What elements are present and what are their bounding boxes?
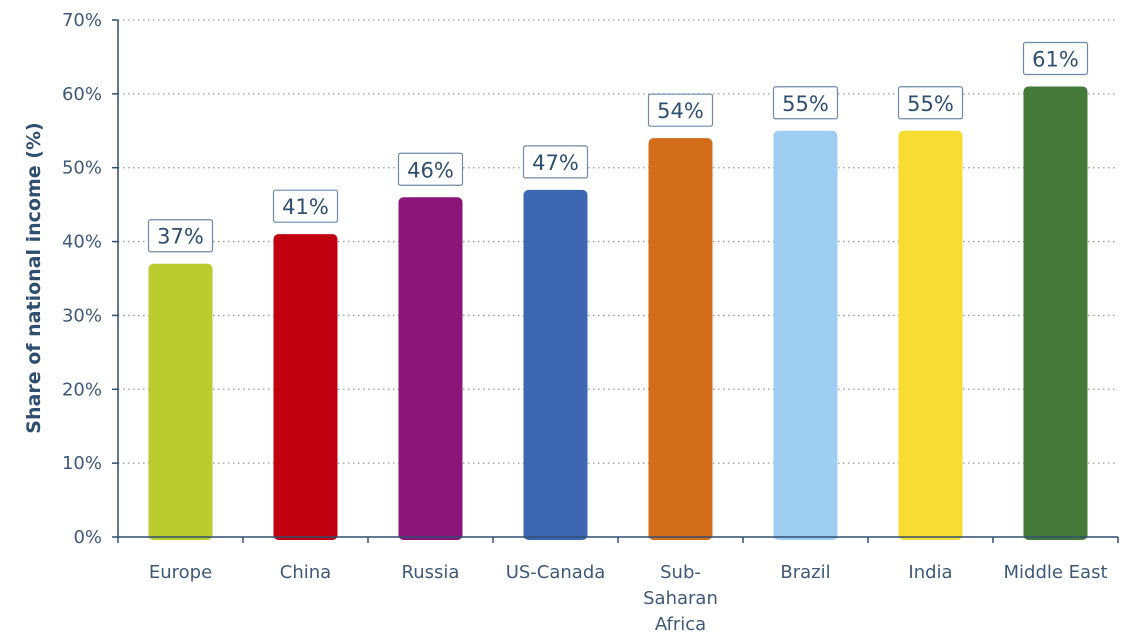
bar-base: [898, 533, 963, 537]
bars: [148, 86, 1088, 541]
data-label: 46%: [407, 158, 454, 182]
bar-base: [523, 533, 588, 537]
data-label: 54%: [657, 99, 704, 123]
data-label-box: [522, 145, 589, 179]
bar: [148, 263, 213, 540]
x-tick-label: China: [280, 562, 331, 583]
x-tick-label: Russia: [402, 562, 460, 583]
y-tick-label: 0%: [73, 527, 102, 548]
data-label-box: [1022, 41, 1089, 76]
y-tick-label: 40%: [62, 232, 102, 253]
grid-lines: [118, 19, 1118, 464]
x-tick-label: Saharan: [643, 588, 718, 609]
x-tick-label: Middle East: [1003, 562, 1107, 583]
y-tick-label: 20%: [62, 379, 102, 400]
bar: [773, 130, 838, 541]
bar-base: [648, 533, 713, 537]
y-tick-label: 50%: [62, 158, 102, 179]
x-tick-label: India: [908, 562, 952, 583]
y-axis-label: Share of national income (%): [23, 122, 45, 433]
bar: [523, 189, 588, 540]
data-labels: 37% 41% 46% 47% 54% 55% 55% 61%: [147, 41, 1089, 253]
data-label-box: [272, 189, 339, 223]
data-label: 61%: [1032, 47, 1079, 71]
data-label: 47%: [532, 151, 579, 175]
y-tick-label: 70%: [62, 10, 102, 31]
y-tick-label: 30%: [62, 305, 102, 326]
bar-base: [1023, 533, 1088, 537]
bar-base: [398, 533, 463, 537]
data-label: 55%: [782, 92, 829, 116]
data-label-box: [772, 86, 839, 120]
data-label: 37%: [157, 225, 204, 249]
data-label-box: [147, 219, 214, 253]
x-tick-label: US-Canada: [506, 562, 606, 583]
x-tick-label: Brazil: [780, 562, 830, 583]
data-label: 41%: [282, 195, 329, 219]
data-label-box: [897, 86, 964, 120]
bar-base: [148, 533, 213, 537]
bar: [648, 138, 713, 540]
y-tick-label: 10%: [62, 453, 102, 474]
bar: [273, 234, 338, 540]
data-label: 55%: [907, 92, 954, 116]
data-label-box: [397, 152, 464, 186]
bar-base: [773, 533, 838, 537]
bar: [1023, 86, 1088, 540]
x-tick-label: Sub-: [660, 562, 701, 583]
x-tick-label: Africa: [655, 614, 706, 635]
y-tick-label: 60%: [62, 84, 102, 105]
x-axis: Europe China Russia US-Canada Sub- Saharan Afr…: [117, 20, 1119, 635]
bar: [398, 197, 463, 540]
bar: [898, 130, 963, 541]
bar-base: [273, 533, 338, 537]
y-axis-ticks: 0% 10% 20% 30% 40% 50% 60% 70%: [62, 10, 118, 548]
x-tick-label: Europe: [149, 562, 212, 583]
data-label-box: [647, 93, 714, 127]
